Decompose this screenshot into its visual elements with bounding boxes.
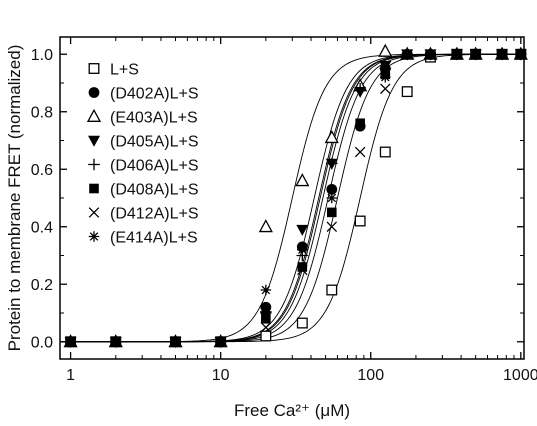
x-tick-label: 1 (66, 367, 75, 384)
data-point (261, 313, 271, 324)
data-point (88, 135, 100, 147)
y-axis: 0.0 0.2 0.4 0.6 0.8 1.0 (31, 47, 524, 351)
data-point (496, 48, 508, 60)
data-point (324, 129, 339, 144)
data-point (297, 262, 308, 272)
data-point (354, 82, 366, 95)
x-tick-label: 1000 (503, 367, 537, 384)
y-axis-title: Protein to membrane FRET (normalized) (5, 45, 24, 352)
fit-curves (60, 53, 524, 343)
legend-label: (D408A)L+S (110, 182, 199, 199)
x-tick-label: 100 (357, 367, 384, 384)
legend: L+S (D402A)L+S (E403A)L+S (D405A)L+S (D406A)… (86, 62, 199, 247)
data-point (326, 221, 338, 233)
legend-label: (D406A)L+S (110, 158, 199, 175)
data-point (88, 63, 100, 74)
data-point (451, 48, 463, 60)
y-tick-label: 0.6 (31, 162, 53, 179)
y-tick-label: 1.0 (31, 47, 53, 64)
data-point (88, 87, 100, 98)
data-point (326, 284, 338, 296)
x-tick-label: 10 (212, 367, 230, 384)
data-point (295, 173, 310, 187)
data-point (380, 83, 391, 95)
data-point (65, 336, 76, 348)
data-point (260, 284, 272, 296)
data-point (425, 48, 436, 60)
y-tick-label: 0.2 (31, 277, 53, 294)
y-tick-label: 0.0 (31, 334, 53, 351)
legend-label: L+S (110, 62, 139, 79)
data-point (110, 336, 122, 348)
y-tick-label: 0.4 (31, 219, 53, 236)
data-point (401, 86, 413, 98)
data-point (379, 146, 391, 158)
data-point (326, 192, 338, 204)
data-point (296, 224, 309, 236)
data-point (258, 219, 273, 233)
data-point (470, 48, 481, 60)
data-point (170, 336, 181, 348)
data-point (354, 215, 366, 227)
data-point (326, 207, 337, 218)
y-tick-label: 0.8 (31, 104, 53, 121)
data-point (215, 336, 226, 348)
legend-label: (E414A)L+S (110, 230, 198, 247)
data-point (354, 120, 366, 132)
data-point (378, 43, 393, 57)
data-point (379, 71, 391, 83)
data-point (297, 244, 308, 256)
data-point (86, 108, 102, 122)
x-axis-title: Free Ca²⁺ (μM) (234, 401, 350, 420)
data-point (89, 183, 99, 194)
data-point (88, 207, 100, 218)
data-point (260, 322, 272, 333)
data-point (401, 48, 413, 60)
legend-label: (D412A)L+S (110, 206, 199, 223)
fit-curve (60, 53, 524, 343)
x-axis: 1 10 100 1000 (66, 37, 537, 384)
data-point (88, 158, 100, 171)
data-point (260, 330, 272, 342)
legend-label: (D402A)L+S (110, 86, 199, 103)
data-point (296, 317, 308, 329)
legend-label: (E403A)L+S (110, 110, 198, 127)
data-point (325, 157, 338, 170)
data-point (354, 146, 366, 158)
data-point (88, 231, 100, 242)
data-point (297, 264, 308, 276)
legend-label: (D405A)L+S (110, 134, 199, 151)
data-point (326, 183, 338, 195)
